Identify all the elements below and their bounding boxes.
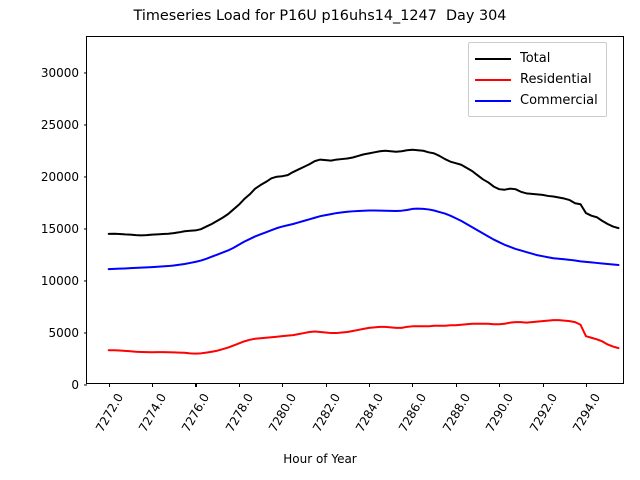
- x-tick-mark: [325, 383, 327, 387]
- x-tick-mark: [412, 383, 414, 387]
- x-tick-label: 7286.0: [396, 391, 430, 435]
- chart-title: Timeseries Load for P16U p16uhs14_1247 D…: [133, 8, 507, 24]
- x-tick-label: 7284.0: [353, 391, 387, 435]
- x-axis-label: Hour of Year: [283, 452, 357, 466]
- y-tick-label: 0: [71, 378, 79, 392]
- x-tick-mark: [455, 383, 457, 387]
- legend-swatch-commercial: [475, 99, 511, 102]
- legend-item-commercial: Commercial: [475, 90, 598, 111]
- legend-label: Residential: [520, 72, 592, 87]
- x-tick-mark: [238, 383, 240, 387]
- x-tick-mark: [585, 383, 588, 387]
- y-tick-mark: [83, 228, 87, 230]
- y-tick-label: 10000: [40, 274, 79, 289]
- legend-label: Commercial: [520, 93, 598, 108]
- y-tick-label: 5000: [48, 326, 79, 341]
- x-tick-label: 7288.0: [439, 391, 473, 435]
- x-tick-label: 7276.0: [179, 391, 213, 435]
- x-tick-label: 7278.0: [222, 391, 256, 435]
- legend-label: Total: [520, 51, 551, 66]
- x-tick-mark: [282, 383, 284, 387]
- x-tick-label: 7282.0: [309, 391, 343, 435]
- x-tick-mark: [369, 383, 371, 387]
- y-tick-label: 20000: [40, 170, 79, 185]
- x-tick-label: 7280.0: [266, 391, 300, 435]
- y-tick-label: 25000: [40, 118, 79, 133]
- series-line-commercial: [107, 207, 620, 271]
- y-tick-mark: [83, 332, 87, 334]
- series-line-residential: [107, 319, 620, 355]
- x-tick-label: 7274.0: [136, 391, 170, 435]
- legend-swatch-total: [475, 57, 511, 60]
- y-tick-mark: [83, 72, 87, 74]
- legend-item-residential: Residential: [475, 69, 598, 90]
- x-tick-label: 7272.0: [92, 391, 126, 435]
- plot-lines: [107, 148, 620, 355]
- x-tick-mark: [499, 383, 501, 387]
- x-tick-mark: [195, 383, 197, 387]
- x-tick-mark: [152, 383, 154, 387]
- x-tick-label: 7294.0: [569, 391, 604, 435]
- legend-item-total: Total: [475, 48, 598, 69]
- y-tick-mark: [83, 384, 87, 386]
- x-tick-label: 7292.0: [526, 391, 560, 435]
- legend-swatch-residential: [475, 78, 511, 81]
- y-tick-mark: [83, 280, 87, 282]
- x-tick-mark: [108, 383, 110, 387]
- series-line-total: [107, 148, 620, 237]
- y-tick-label: 30000: [40, 66, 79, 81]
- chart-legend: Total Residential Commercial: [468, 42, 607, 117]
- x-tick-mark: [542, 383, 544, 387]
- x-tick-label: 7290.0: [483, 391, 517, 435]
- y-tick-mark: [83, 124, 87, 126]
- y-tick-label: 15000: [40, 222, 79, 237]
- y-tick-mark: [83, 176, 87, 178]
